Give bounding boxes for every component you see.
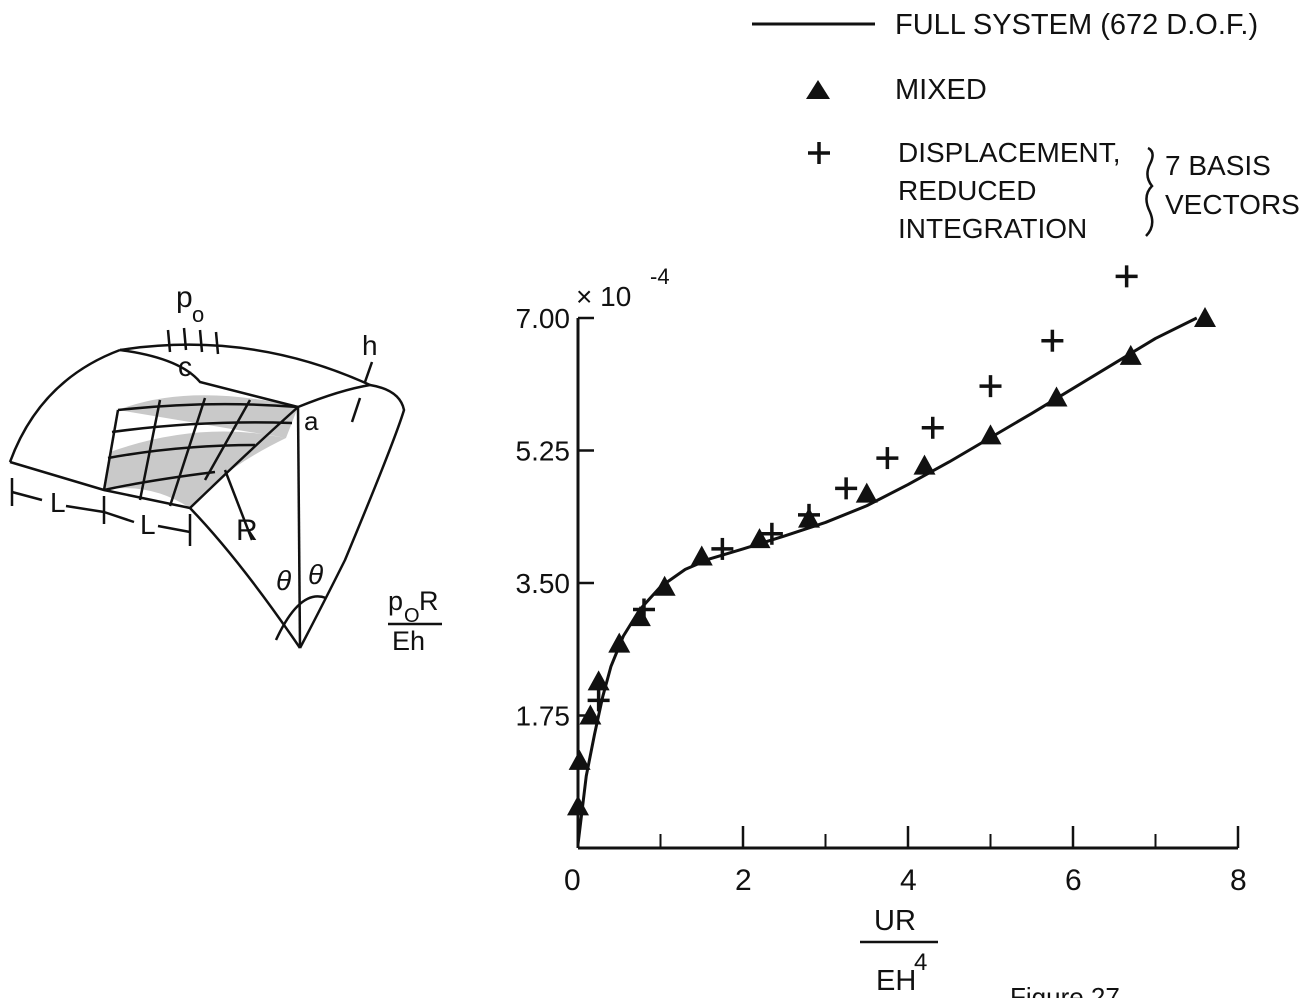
shell-diagram — [10, 328, 404, 648]
x-tick-label-0: 0 — [564, 864, 581, 897]
legend-full-system-label: FULL SYSTEM (672 D.O.F.) — [895, 9, 1258, 41]
x-axis-label: UR EH 4 — [860, 905, 938, 997]
displacement-point — [835, 477, 857, 499]
point-a-label: a — [304, 406, 319, 436]
y-multiplier-exponent: -4 — [650, 264, 670, 289]
y-tick-label-3: 7.00 — [516, 303, 571, 334]
thickness-arrow-bottom — [352, 398, 360, 422]
mixed-series — [567, 307, 1216, 815]
displacement-point — [922, 417, 944, 439]
angle-right-label: θ — [308, 559, 323, 590]
ylabel-numerator-p: p — [388, 586, 403, 616]
displacement-point — [980, 375, 1002, 397]
legend-mixed-label: MIXED — [895, 74, 987, 106]
load-arrow-1 — [168, 330, 170, 352]
ylabel-numerator-r: R — [419, 586, 439, 616]
mixed-point — [856, 483, 878, 503]
shell-top-crest — [120, 345, 370, 385]
dim-line-2 — [66, 506, 104, 512]
xlabel-numerator: UR — [874, 905, 916, 937]
displacement-point — [876, 447, 898, 469]
mixed-point — [1194, 307, 1216, 327]
y-multiplier-label: × 10 — [576, 281, 631, 312]
length-right-label: L — [140, 509, 156, 540]
legend-brace-icon — [1146, 148, 1153, 236]
legend-displacement-line3: INTEGRATION — [898, 213, 1087, 244]
y-tick-label-1: 3.50 — [516, 568, 571, 599]
shell-front-left-edge — [10, 350, 120, 462]
displacement-point — [1116, 265, 1138, 287]
legend-triangle-icon — [806, 80, 830, 99]
x-tick-label-2: 4 — [900, 864, 917, 897]
y-tick-label-0: 1.75 — [516, 701, 571, 732]
y-tick-label-2: 5.25 — [516, 436, 571, 467]
legend-plus-icon — [808, 142, 830, 164]
mixed-point — [567, 795, 589, 815]
length-left-label: L — [50, 487, 66, 518]
load-label: p — [176, 281, 193, 314]
x-tick-label-4: 8 — [1230, 864, 1247, 897]
mixed-point — [914, 455, 936, 475]
legend: FULL SYSTEM (672 D.O.F.) MIXED DISPLACEM… — [752, 9, 1300, 244]
mixed-point — [608, 633, 630, 653]
full-system-curve — [578, 318, 1197, 844]
displacement-point — [1041, 330, 1063, 352]
legend-displacement-line1: DISPLACEMENT, — [898, 137, 1121, 168]
x-tick-label-3: 6 — [1065, 864, 1082, 897]
mixed-point — [691, 546, 713, 566]
angle-left-label: θ — [276, 565, 291, 596]
ylabel-denominator: Eh — [392, 626, 425, 656]
load-arrow-2 — [184, 328, 186, 350]
thickness-arrow-top — [365, 362, 372, 382]
shell-center-line — [298, 407, 300, 648]
mixed-point — [1046, 387, 1068, 407]
dim-line-3 — [104, 512, 134, 522]
radius-label: R — [236, 514, 258, 547]
load-arrow-4 — [216, 332, 218, 354]
displacement-series — [588, 265, 1138, 711]
thickness-label: h — [362, 330, 378, 361]
load-arrow-3 — [200, 330, 202, 352]
mixed-point — [749, 528, 771, 548]
load-subscript: o — [192, 302, 204, 327]
legend-basis-line1: 7 BASIS — [1165, 150, 1271, 181]
x-tick-label-1: 2 — [735, 864, 752, 897]
dim-line-4 — [158, 526, 190, 532]
legend-displacement-line2: REDUCED — [898, 175, 1036, 206]
dim-line-1 — [12, 492, 42, 500]
xlabel-denominator: EH — [876, 965, 916, 997]
chart-axes: 0 2 4 6 8 1.75 3.50 5.25 7.00 — [516, 303, 1247, 897]
point-c-label: c — [178, 351, 192, 382]
legend-basis-line2: VECTORS — [1165, 189, 1300, 220]
full-system-series — [578, 318, 1197, 844]
y-axis-label: p O R Eh — [388, 586, 442, 656]
xlabel-exponent: 4 — [914, 949, 927, 976]
mixed-point — [569, 750, 591, 770]
figure-caption: Figure 27 — [1010, 982, 1120, 998]
